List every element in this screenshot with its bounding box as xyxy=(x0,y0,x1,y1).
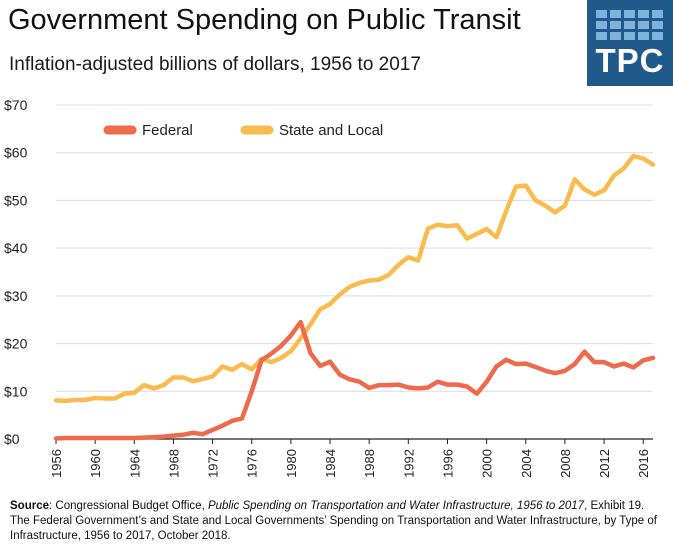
chart-subtitle: Inflation-adjusted billions of dollars, … xyxy=(9,54,421,75)
x-tick-label: 2004 xyxy=(519,449,534,478)
x-tick-label: 2016 xyxy=(636,449,651,478)
x-tick-label: 1976 xyxy=(245,449,260,478)
logo-tile xyxy=(638,32,649,40)
x-axis-tick-labels: 1956 1960 1964 1968 1972 1976 1980 1984 1988 1992… xyxy=(49,439,651,478)
y-tick-label: $10 xyxy=(4,383,28,399)
y-tick-label: $0 xyxy=(4,431,20,447)
logo-tile xyxy=(652,32,663,40)
logo-tile xyxy=(624,32,635,40)
y-tick-label: $20 xyxy=(4,336,28,352)
source-publication: Public Spending on Transportation and Wa… xyxy=(207,500,585,512)
series-lines xyxy=(53,153,656,441)
x-tick-label: 2008 xyxy=(558,449,573,478)
y-tick-label: $50 xyxy=(4,192,28,208)
logo-tile xyxy=(596,32,607,40)
x-tick-label: 2000 xyxy=(480,449,495,478)
logo-tile xyxy=(638,21,649,29)
chart-title: Government Spending on Public Transit xyxy=(8,4,521,36)
logo-tile xyxy=(596,21,607,29)
y-tick-label: $60 xyxy=(4,145,28,161)
y-tick-label: $70 xyxy=(4,97,28,113)
x-tick-label: 1960 xyxy=(88,449,103,478)
logo-tile xyxy=(610,21,621,29)
logo-text: TPC xyxy=(595,42,665,79)
source-text-after: , Exhibit 19. The Federal Government’s a… xyxy=(10,500,657,542)
logo-tile xyxy=(652,10,663,18)
logo-tile xyxy=(624,10,635,18)
legend: Federal State and Local xyxy=(103,122,383,139)
logo-tile xyxy=(610,10,621,18)
source-text-before: : Congressional Budget Office, xyxy=(49,500,208,512)
x-tick-label: 1984 xyxy=(323,449,338,478)
y-tick-label: $30 xyxy=(4,288,28,304)
x-tick-label: 2012 xyxy=(597,449,612,478)
logo-tile xyxy=(652,21,663,29)
x-tick-label: 1972 xyxy=(206,449,221,478)
legend-label: State and Local xyxy=(279,122,383,139)
x-tick-label: 1992 xyxy=(401,449,416,478)
state-and-local-line xyxy=(53,153,656,404)
x-tick-label: 1964 xyxy=(127,449,142,478)
federal-line xyxy=(53,319,656,441)
x-tick-label: 1956 xyxy=(49,449,64,478)
logo-tile xyxy=(596,10,607,18)
y-tick-label: $40 xyxy=(4,240,28,256)
logo-tile xyxy=(610,32,621,40)
gridlines xyxy=(56,104,653,440)
y-axis-tick-labels: $0 $10 $20 $30 $40 $50 $60 $70 xyxy=(4,97,28,447)
x-tick-label: 1988 xyxy=(362,449,377,478)
logo-tile xyxy=(624,21,635,29)
logo-tile xyxy=(638,10,649,18)
legend-label: Federal xyxy=(142,122,193,139)
line-chart: $0 $10 $20 $30 $40 $50 $60 $70 1956 1960 1964 1968… xyxy=(4,97,656,478)
x-tick-label: 1980 xyxy=(284,449,299,478)
tpc-logo: TPC xyxy=(587,0,673,86)
x-tick-label: 1968 xyxy=(166,449,181,478)
source-label: Source xyxy=(10,500,49,512)
source-note: Source: Congressional Budget Office, Pub… xyxy=(10,499,660,544)
x-tick-label: 1996 xyxy=(440,449,455,478)
